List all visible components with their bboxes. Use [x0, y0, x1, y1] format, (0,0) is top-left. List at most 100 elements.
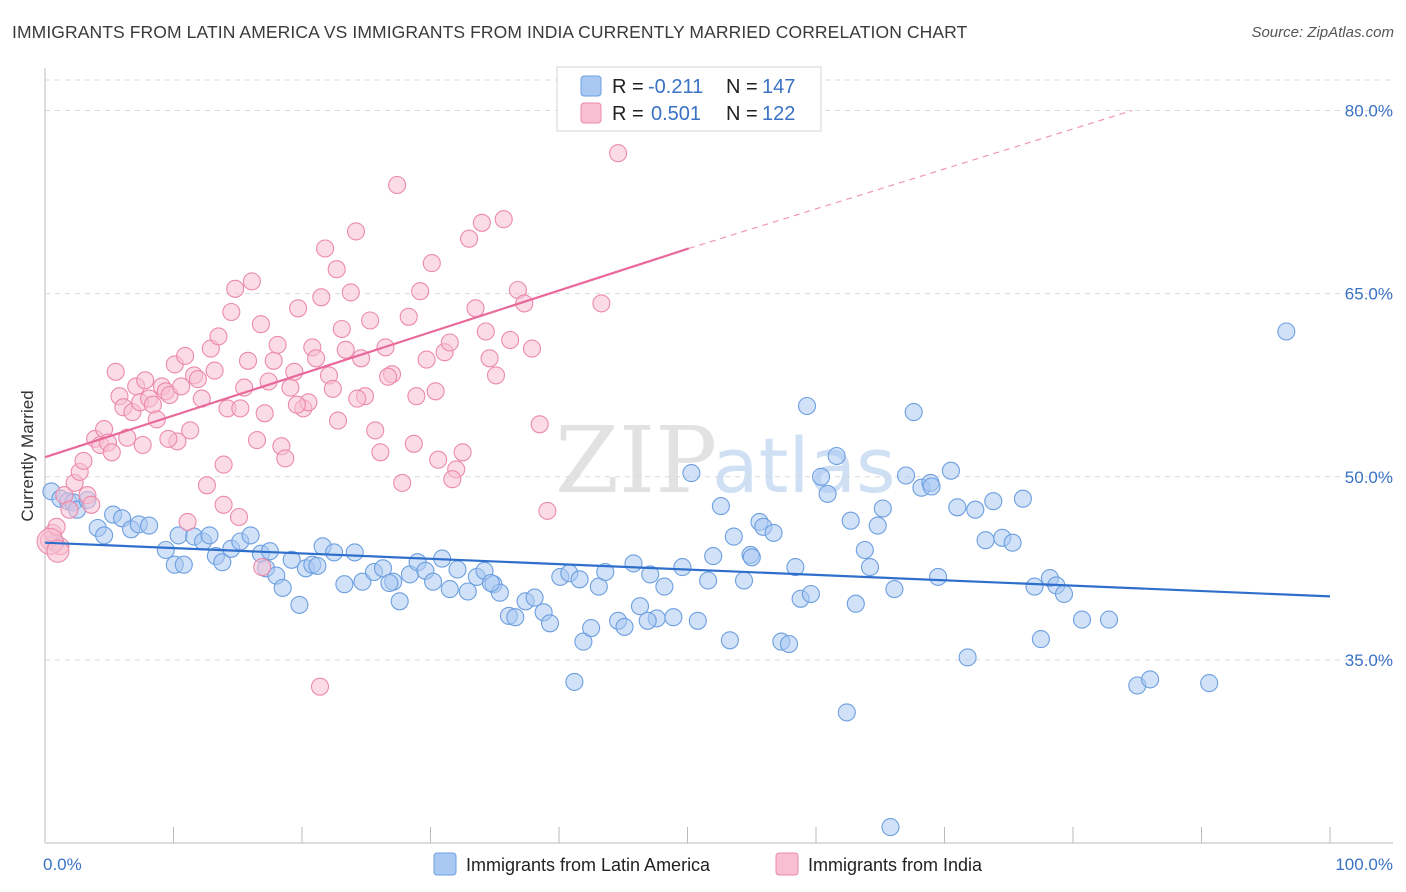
series-latin-america-points — [42, 322, 1296, 837]
latin-america-point-82 — [734, 571, 754, 590]
trend-line-india — [44, 247, 690, 459]
india-point-36 — [188, 370, 207, 389]
india-point-60 — [289, 299, 308, 318]
india-point-92 — [453, 443, 472, 462]
y-tick-label-3: 80.0% — [1345, 102, 1393, 121]
latin-america-point-29 — [290, 595, 309, 614]
india-point-50 — [247, 431, 267, 450]
latin-america-point-44 — [424, 572, 443, 591]
latin-america-point-69 — [630, 597, 650, 616]
legend-swatch-india — [775, 852, 799, 876]
latin-america-point-98 — [846, 594, 865, 613]
india-point-19 — [118, 428, 137, 447]
latin-america-point-58 — [540, 614, 560, 633]
latin-america-point-118 — [1025, 577, 1044, 596]
latin-america-point-134 — [380, 573, 399, 593]
india-point-46 — [231, 399, 250, 418]
latin-america-point-74 — [673, 558, 692, 577]
latin-america-point-94 — [818, 484, 837, 503]
gridlines — [45, 79, 1393, 661]
latin-america-point-27 — [273, 578, 292, 597]
latin-america-point-136 — [570, 570, 589, 589]
india-point-93 — [460, 229, 479, 248]
india-point-8 — [74, 451, 93, 470]
india-point-85 — [411, 282, 430, 301]
latin-america-point-104 — [896, 466, 916, 485]
trend-lines — [44, 109, 1331, 598]
india-point-97 — [486, 366, 506, 385]
latin-america-point-137 — [638, 611, 657, 630]
latin-america-point-23 — [241, 526, 260, 545]
latin-america-point-124 — [1099, 610, 1119, 629]
latin-america-point-14 — [156, 540, 175, 560]
stats-n-label-blue: N = — [726, 76, 758, 98]
india-point-71 — [336, 340, 355, 359]
india-cluster-point-2 — [46, 539, 70, 563]
latin-america-point-67 — [615, 617, 634, 636]
india-point-44 — [222, 302, 241, 322]
india-point-65 — [312, 288, 331, 307]
india-point-82 — [393, 473, 412, 492]
latin-america-point-77 — [699, 571, 718, 590]
latin-america-point-34 — [335, 575, 354, 594]
india-point-68 — [323, 379, 342, 398]
watermark-atlas: atlas — [712, 421, 896, 510]
latin-america-point-73 — [664, 608, 683, 627]
latin-america-point-97 — [841, 511, 860, 530]
latin-america-point-111 — [958, 648, 977, 667]
latin-america-point-117 — [1013, 489, 1032, 508]
axes — [44, 68, 1393, 844]
latin-america-point-127 — [1200, 674, 1219, 693]
india-point-96 — [480, 349, 499, 368]
india-point-49 — [242, 272, 261, 291]
india-point-107 — [159, 429, 178, 448]
y-tick-label-2: 65.0% — [1345, 285, 1393, 304]
india-point-32 — [172, 377, 191, 396]
latin-america-point-129 — [881, 818, 900, 837]
india-point-41 — [209, 327, 228, 346]
india-point-33 — [176, 346, 195, 365]
source-label: Source: ZipAtlas.com — [1251, 24, 1394, 41]
india-point-84 — [404, 434, 423, 453]
latin-america-point-54 — [506, 608, 525, 627]
india-point-38 — [197, 476, 216, 495]
latin-america-point-139 — [922, 477, 941, 496]
india-point-26 — [147, 410, 166, 429]
india-point-77 — [366, 421, 385, 440]
india-point-86 — [417, 350, 436, 369]
latin-america-point-108 — [929, 567, 948, 586]
series-legend: Immigrants from Latin America Immigrants… — [433, 852, 983, 876]
india-point-111 — [253, 558, 272, 577]
stats-legend: R = -0.211 N = 147 R = 0.501 N = 122 — [556, 66, 822, 132]
latin-america-point-35 — [345, 543, 364, 562]
india-point-34 — [181, 421, 200, 440]
latin-america-point-70 — [641, 565, 660, 584]
india-point-90 — [440, 333, 459, 352]
india-point-76 — [361, 311, 380, 330]
latin-america-point-75 — [682, 464, 701, 483]
latin-america-point-119 — [1031, 630, 1050, 649]
india-point-64 — [307, 349, 326, 368]
series-india-points — [36, 144, 628, 696]
india-point-40 — [205, 361, 224, 380]
latin-america-point-20 — [213, 553, 232, 572]
latin-america-point-72 — [655, 577, 674, 596]
y-tick-label-1: 50.0% — [1345, 468, 1393, 487]
stats-n-label-pink: N = — [726, 103, 758, 125]
india-point-94 — [466, 299, 485, 318]
latin-america-point-103 — [885, 580, 904, 599]
india-point-121 — [443, 470, 462, 489]
latin-america-point-112 — [966, 500, 985, 519]
india-point-113 — [426, 382, 445, 401]
india-point-120 — [407, 387, 426, 406]
india-point-69 — [328, 411, 348, 430]
india-point-95 — [472, 213, 491, 232]
india-point-5 — [60, 500, 79, 519]
tick-labels: 35.0% 50.0% 65.0% 80.0% 0.0% 100.0% — [43, 102, 1393, 874]
india-point-57 — [276, 449, 295, 468]
latin-america-point-93 — [812, 467, 831, 486]
india-point-114 — [379, 367, 398, 386]
india-point-66 — [316, 239, 335, 258]
india-point-108 — [229, 507, 249, 527]
